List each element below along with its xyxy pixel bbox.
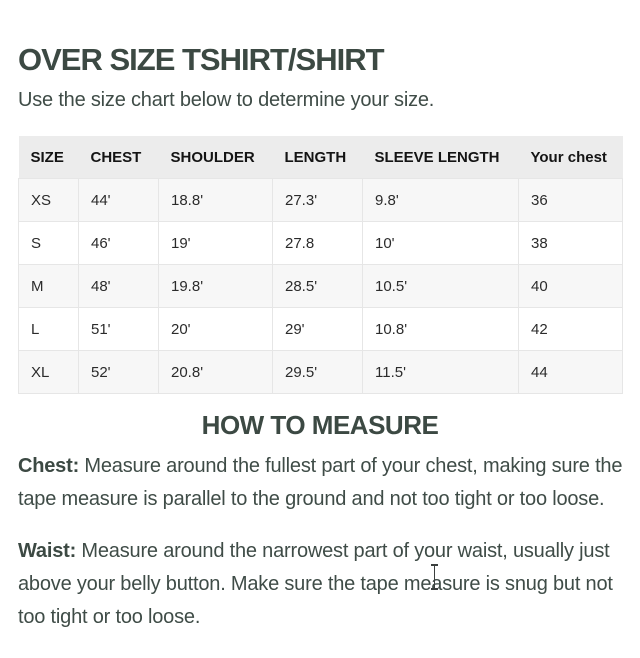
size-chart-cell-3-0: L bbox=[18, 307, 79, 351]
size-chart-cell-3-2: 20' bbox=[158, 307, 273, 351]
size-chart-body: XS 44' 18.8' 27.3' 9.8' 36 S 46' 19' 27.8 10' 38 M 48… bbox=[18, 178, 623, 394]
size-chart-cell-0-3: 27.3' bbox=[272, 178, 363, 222]
i-beam-cursor-icon bbox=[430, 564, 439, 590]
waist-label: Waist: bbox=[18, 540, 77, 562]
size-chart-cell-3-1: 51' bbox=[78, 307, 159, 351]
measure-paragraph-waist: Waist: Measure around the narrowest part… bbox=[18, 535, 624, 634]
size-chart-cell-1-0: S bbox=[18, 221, 79, 265]
size-chart-cell-4-1: 52' bbox=[78, 350, 159, 394]
how-to-measure-heading: HOW TO MEASURE bbox=[201, 410, 439, 440]
size-chart-row-s: S 46' 19' 27.8 10' 38 bbox=[18, 221, 623, 265]
size-chart-cell-0-1: 44' bbox=[78, 178, 159, 222]
size-chart-cell-1-5: 38 bbox=[518, 221, 623, 265]
chest-instructions: Measure around the fullest part of your … bbox=[18, 455, 623, 510]
size-chart-column-header-0: SIZE bbox=[18, 136, 79, 179]
size-chart-cell-4-5: 44 bbox=[518, 350, 623, 394]
size-chart-column-header-2: SHOULDER bbox=[158, 136, 273, 179]
size-chart-cell-2-2: 19.8' bbox=[158, 264, 273, 308]
size-chart-cell-2-0: M bbox=[18, 264, 79, 308]
page-title: OVER SIZE TSHIRT/SHIRT bbox=[18, 42, 385, 77]
measure-paragraph-chest: Chest: Measure around the fullest part o… bbox=[18, 450, 624, 516]
size-chart-column-header-4: SLEEVE LENGTH bbox=[362, 136, 519, 179]
size-chart-column-header-1: CHEST bbox=[78, 136, 159, 179]
size-chart-cell-3-4: 10.8' bbox=[362, 307, 519, 351]
size-chart-cell-0-0: XS bbox=[18, 178, 79, 222]
size-chart-cell-2-1: 48' bbox=[78, 264, 159, 308]
size-chart-column-header-3: LENGTH bbox=[272, 136, 363, 179]
size-chart-cell-4-3: 29.5' bbox=[272, 350, 363, 394]
size-chart-row-xl: XL 52' 20.8' 29.5' 11.5' 44 bbox=[18, 350, 623, 394]
size-chart-cell-1-4: 10' bbox=[362, 221, 519, 265]
size-chart-cell-4-0: XL bbox=[18, 350, 79, 394]
size-chart-cell-1-1: 46' bbox=[78, 221, 159, 265]
size-chart-cell-2-5: 40 bbox=[518, 264, 623, 308]
size-chart-cell-3-3: 29' bbox=[272, 307, 363, 351]
size-chart-cell-0-4: 9.8' bbox=[362, 178, 519, 222]
size-chart-column-header-5: Your chest bbox=[518, 136, 623, 179]
size-chart-cell-4-2: 20.8' bbox=[158, 350, 273, 394]
size-chart-cell-0-2: 18.8' bbox=[158, 178, 273, 222]
size-chart-cell-1-2: 19' bbox=[158, 221, 273, 265]
size-chart-header-row: SIZE CHEST SHOULDER LENGTH SLEEVE LENGTH Your… bbox=[18, 136, 623, 179]
size-chart-row-xs: XS 44' 18.8' 27.3' 9.8' 36 bbox=[18, 178, 623, 222]
size-chart-row-m: M 48' 19.8' 28.5' 10.5' 40 bbox=[18, 264, 623, 308]
size-chart-cell-4-4: 11.5' bbox=[362, 350, 519, 394]
size-chart-table: SIZE CHEST SHOULDER LENGTH SLEEVE LENGTH Your… bbox=[18, 136, 623, 394]
waist-instructions: Measure around the narrowest part of you… bbox=[18, 540, 613, 628]
size-chart-cell-1-3: 27.8 bbox=[272, 221, 363, 265]
size-chart-cell-0-5: 36 bbox=[518, 178, 623, 222]
size-chart-cell-2-3: 28.5' bbox=[272, 264, 363, 308]
size-chart-row-l: L 51' 20' 29' 10.8' 42 bbox=[18, 307, 623, 351]
chest-label: Chest: bbox=[18, 455, 80, 477]
size-chart-cell-3-5: 42 bbox=[518, 307, 623, 351]
page-subtitle: Use the size chart below to determine yo… bbox=[18, 89, 435, 111]
size-chart-cell-2-4: 10.5' bbox=[362, 264, 519, 308]
